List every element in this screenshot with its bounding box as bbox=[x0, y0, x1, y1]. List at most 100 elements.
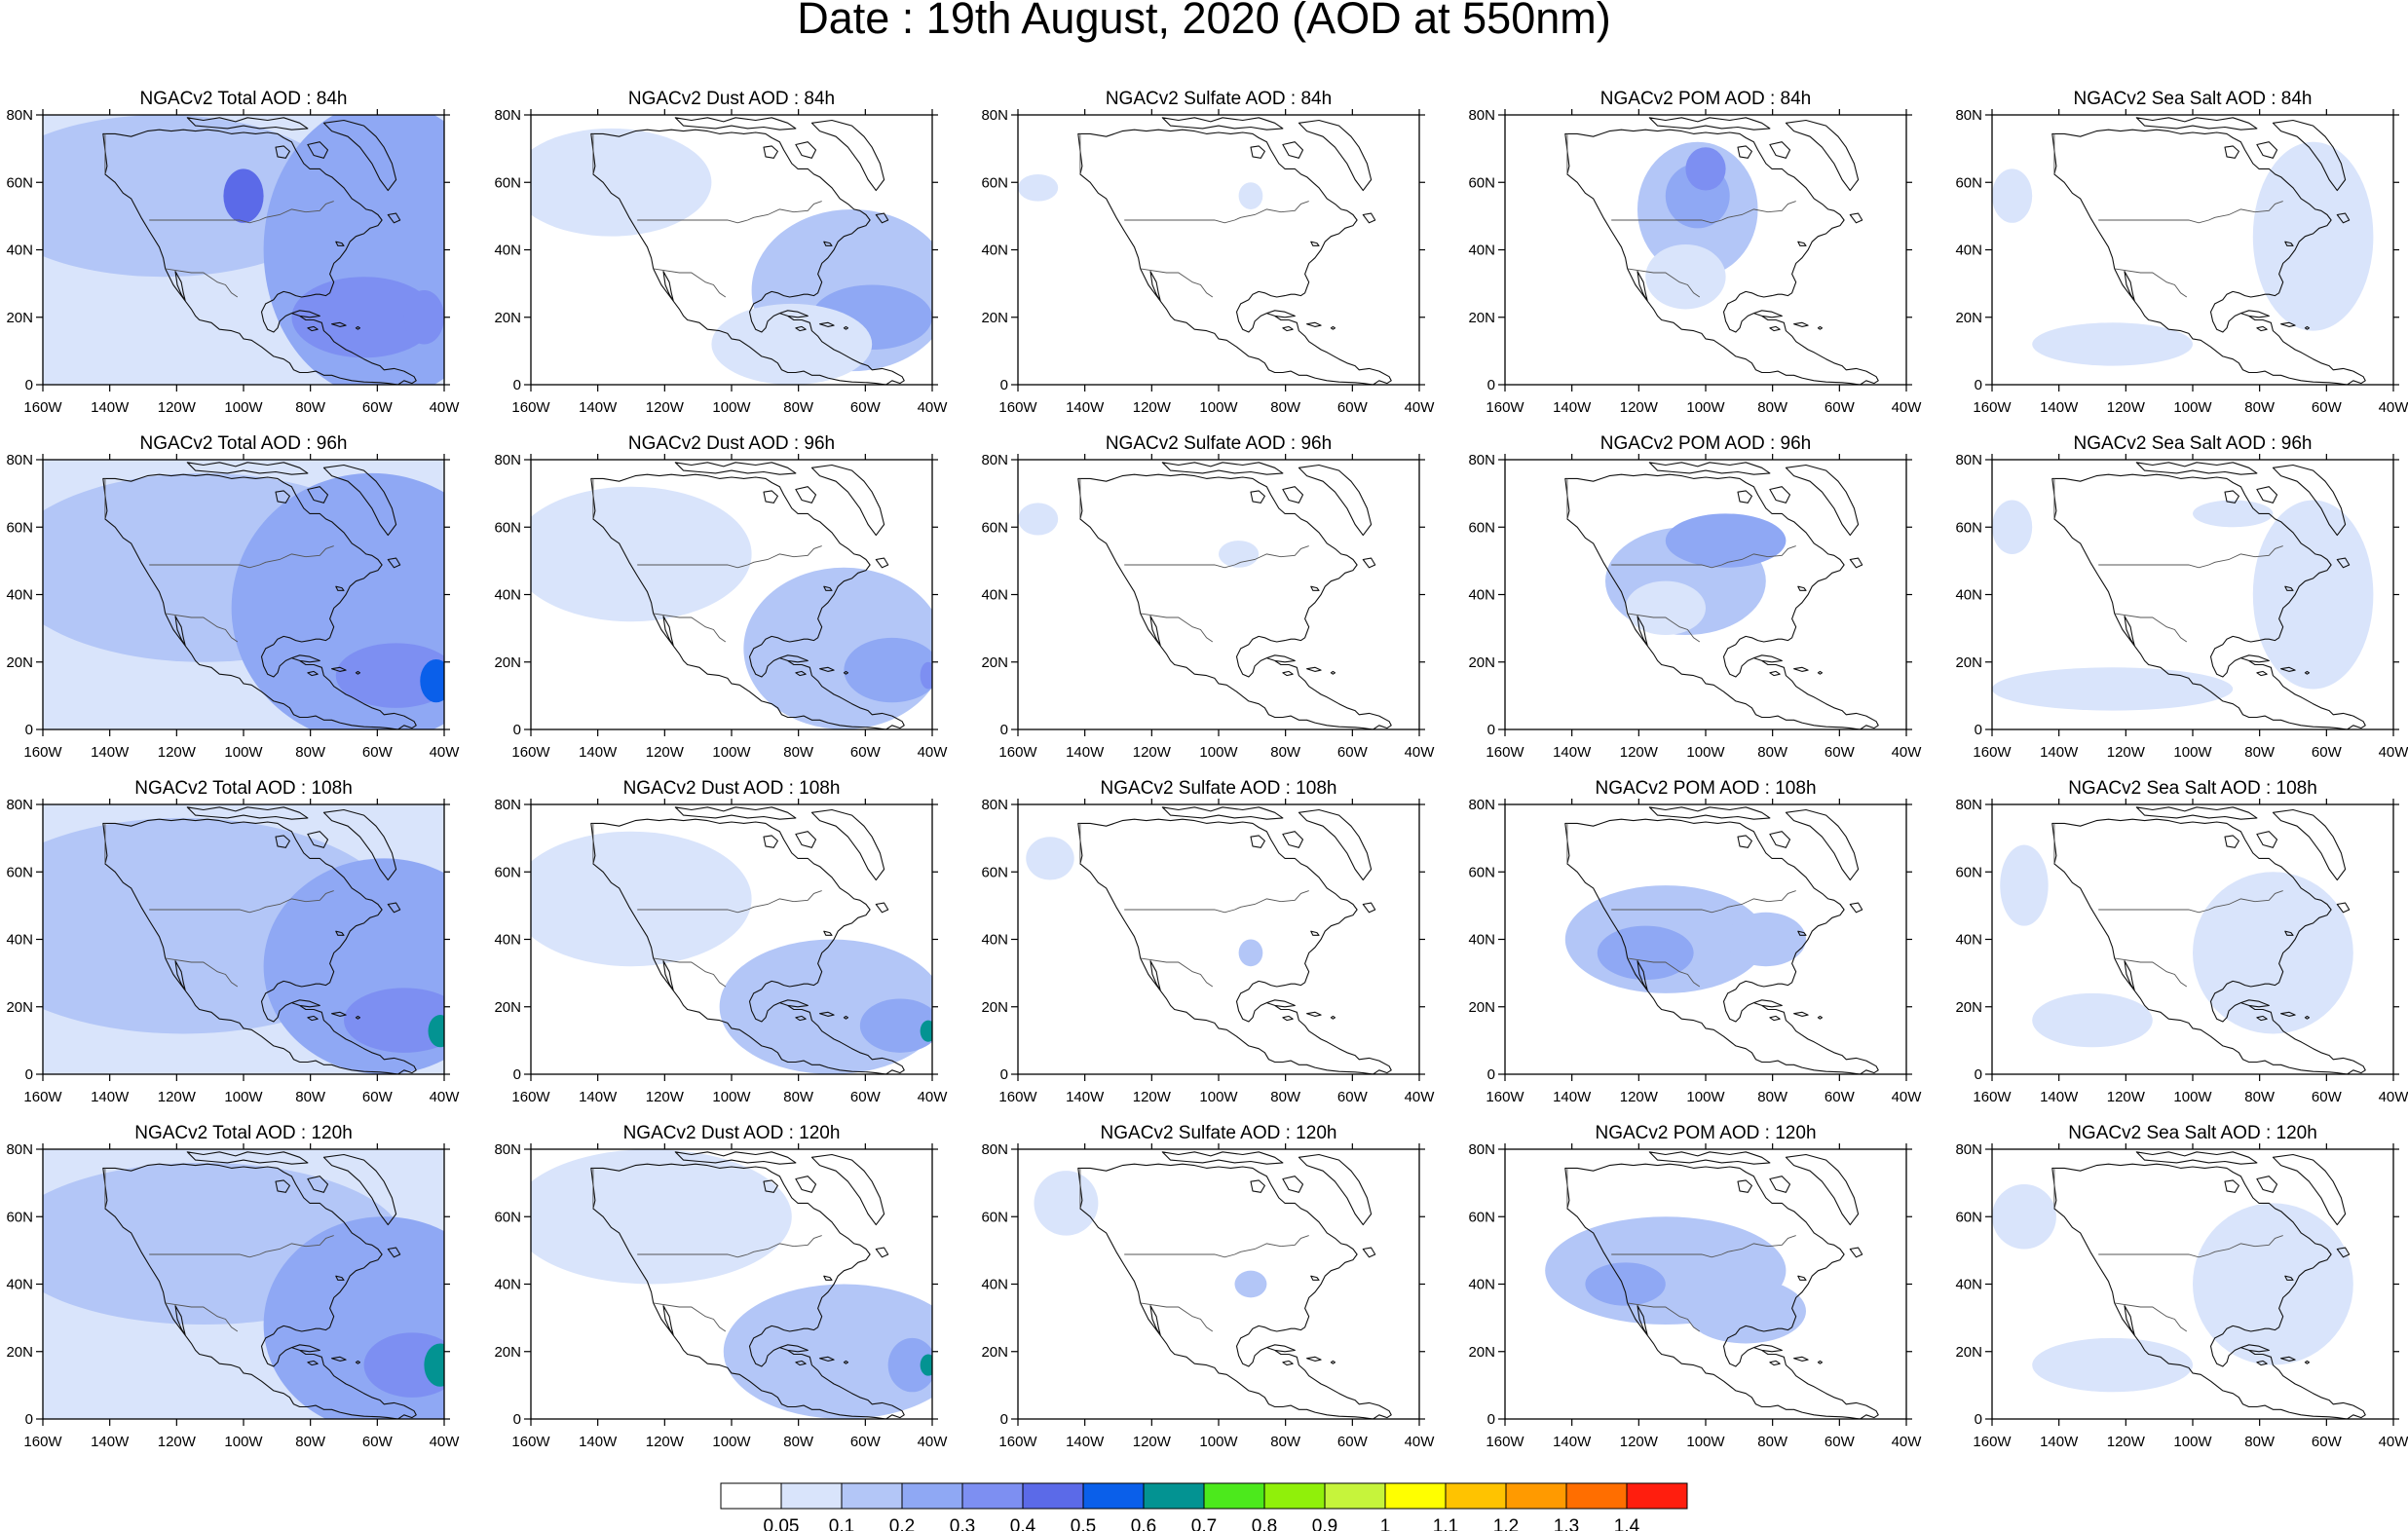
lat-tick-label: 60N bbox=[1468, 519, 1495, 536]
lon-tick-label: 120W bbox=[158, 399, 197, 416]
map-background bbox=[1018, 460, 1419, 729]
lat-axis: 0 20N 40N 60N 80N bbox=[1955, 452, 2399, 738]
panel-title: NGACv2 Total AOD : 108h bbox=[134, 778, 353, 799]
colorbar-swatch bbox=[780, 1482, 843, 1510]
map-background bbox=[1018, 115, 1419, 385]
lat-axis: 0 20N 40N 60N 80N bbox=[6, 797, 450, 1083]
aod-field bbox=[531, 831, 932, 1074]
colorbar-label: 0.05 bbox=[764, 1516, 800, 1531]
aod-plume bbox=[1585, 1262, 1666, 1306]
coastlines bbox=[1564, 806, 1879, 1074]
lat-axis: 0 20N 40N 60N 80N bbox=[6, 107, 450, 393]
aod-field bbox=[531, 1149, 932, 1419]
lon-tick-label: 120W bbox=[646, 1089, 685, 1105]
lat-tick-label: 60N bbox=[494, 864, 521, 880]
lat-tick-label: 0 bbox=[1975, 722, 1982, 738]
lat-tick-label: 40N bbox=[1468, 932, 1495, 949]
country-borders bbox=[1566, 1168, 1796, 1332]
lat-tick-label: 80N bbox=[1468, 107, 1495, 124]
lat-tick-label: 40N bbox=[981, 243, 1008, 259]
aod-plume bbox=[2032, 992, 2153, 1048]
lon-tick-label: 140W bbox=[2040, 744, 2079, 761]
aod-plume bbox=[335, 643, 444, 708]
lon-tick-label: 40W bbox=[2379, 1434, 2408, 1450]
colorbar-swatch bbox=[901, 1482, 963, 1510]
colorbar-label: 0.9 bbox=[1312, 1516, 1337, 1531]
lon-tick-label: 160W bbox=[23, 399, 62, 416]
lat-tick-label: 60N bbox=[494, 1209, 521, 1225]
coastline-outline bbox=[590, 1151, 905, 1419]
aod-plume bbox=[531, 831, 752, 967]
map-panel-pom-120h: NGACv2 POM AOD : 120h 160W 140W 120W 100W 80W… bbox=[1468, 1123, 1922, 1450]
coastlines bbox=[1077, 462, 1392, 729]
lat-tick-label: 20N bbox=[1468, 999, 1495, 1016]
country-borders bbox=[1079, 1168, 1309, 1332]
lat-tick-label: 0 bbox=[513, 722, 521, 738]
colorbar-label: 0.4 bbox=[1010, 1516, 1036, 1531]
lat-tick-label: 20N bbox=[1955, 999, 1982, 1016]
lon-tick-label: 120W bbox=[646, 399, 685, 416]
lon-tick-label: 40W bbox=[430, 399, 461, 416]
map-panel-pom-108h: NGACv2 POM AOD : 108h 160W 140W 120W 100W 80W… bbox=[1468, 778, 1922, 1105]
lat-tick-label: 60N bbox=[494, 174, 521, 191]
colorbar-swatch bbox=[1263, 1482, 1326, 1510]
lon-axis: 160W 140W 120W 100W 80W 60W 40W bbox=[1486, 109, 1922, 416]
lon-tick-label: 140W bbox=[2040, 1089, 2079, 1105]
panel-title: NGACv2 Sea Salt AOD : 84h bbox=[2073, 89, 2312, 109]
lon-tick-label: 140W bbox=[579, 744, 618, 761]
country-borders bbox=[2053, 478, 2283, 643]
map-panel-sulfate-120h: NGACv2 Sulfate AOD : 120h 160W 140W 120W 100… bbox=[981, 1123, 1435, 1450]
lat-tick-label: 0 bbox=[1487, 722, 1495, 738]
panel-title: NGACv2 Sea Salt AOD : 96h bbox=[2073, 433, 2312, 454]
panel-title: NGACv2 POM AOD : 84h bbox=[1600, 89, 1811, 109]
lat-axis: 0 20N 40N 60N 80N bbox=[981, 1141, 1425, 1428]
lat-tick-label: 80N bbox=[1955, 452, 1982, 468]
lon-axis: 160W 140W 120W 100W 80W 60W 40W bbox=[1973, 454, 2408, 761]
lon-tick-label: 140W bbox=[579, 1434, 618, 1450]
country-borders bbox=[592, 823, 822, 988]
lat-tick-label: 40N bbox=[494, 587, 521, 604]
panel-title: NGACv2 POM AOD : 108h bbox=[1595, 778, 1816, 799]
panel-title: NGACv2 POM AOD : 96h bbox=[1600, 433, 1811, 454]
map-panel-total-96h: NGACv2 Total AOD : 96h 160W 140W 120W 100W 80… bbox=[6, 433, 460, 761]
lat-axis: 0 20N 40N 60N 80N bbox=[1955, 107, 2399, 393]
lon-tick-label: 80W bbox=[783, 1434, 814, 1450]
lon-tick-label: 80W bbox=[2244, 399, 2276, 416]
lon-tick-label: 60W bbox=[1337, 744, 1369, 761]
map-panel-total-84h: NGACv2 Total AOD : 84h 160W 140W 120W 100W 80… bbox=[6, 89, 461, 416]
lon-tick-label: 80W bbox=[1757, 744, 1788, 761]
lat-tick-label: 40N bbox=[981, 587, 1008, 604]
lon-tick-label: 60W bbox=[850, 1089, 882, 1105]
lat-tick-label: 60N bbox=[1955, 864, 1982, 880]
panel-title: NGACv2 Sea Salt AOD : 108h bbox=[2068, 778, 2317, 799]
lat-tick-label: 80N bbox=[981, 452, 1008, 468]
aod-field bbox=[43, 460, 444, 729]
aod-plume bbox=[1992, 500, 2033, 554]
panel-title: NGACv2 Sea Salt AOD : 120h bbox=[2068, 1123, 2317, 1143]
coastline-outline bbox=[2051, 117, 2366, 385]
lon-tick-label: 80W bbox=[1757, 1434, 1788, 1450]
lon-tick-label: 60W bbox=[2312, 744, 2343, 761]
lon-axis: 160W 140W 120W 100W 80W 60W 40W bbox=[1973, 1143, 2408, 1450]
aod-field bbox=[1026, 837, 1263, 967]
lon-tick-label: 160W bbox=[998, 1434, 1037, 1450]
lon-axis: 160W 140W 120W 100W 80W 60W 40W bbox=[1486, 1143, 1922, 1450]
lat-tick-label: 40N bbox=[1955, 932, 1982, 949]
lat-tick-label: 80N bbox=[1955, 107, 1982, 124]
country-borders bbox=[1079, 478, 1309, 643]
lat-tick-label: 0 bbox=[1975, 1066, 1982, 1083]
lon-tick-label: 100W bbox=[2173, 744, 2212, 761]
coastline-outline bbox=[590, 462, 905, 729]
lat-axis: 0 20N 40N 60N 80N bbox=[494, 452, 938, 738]
lon-tick-label: 60W bbox=[2312, 1434, 2343, 1450]
lat-tick-label: 60N bbox=[981, 864, 1008, 880]
coastlines bbox=[102, 462, 417, 729]
coastlines bbox=[1564, 462, 1879, 729]
lat-tick-label: 80N bbox=[981, 1141, 1008, 1158]
colorbar-label: 0.3 bbox=[950, 1516, 975, 1531]
map-panel-seasalt-96h: NGACv2 Sea Salt AOD : 96h 160W 140W 120W 100… bbox=[1955, 433, 2408, 761]
coastline-outline bbox=[1077, 806, 1392, 1074]
lat-tick-label: 80N bbox=[494, 107, 521, 124]
lon-tick-label: 100W bbox=[712, 399, 751, 416]
country-borders bbox=[1079, 823, 1309, 988]
